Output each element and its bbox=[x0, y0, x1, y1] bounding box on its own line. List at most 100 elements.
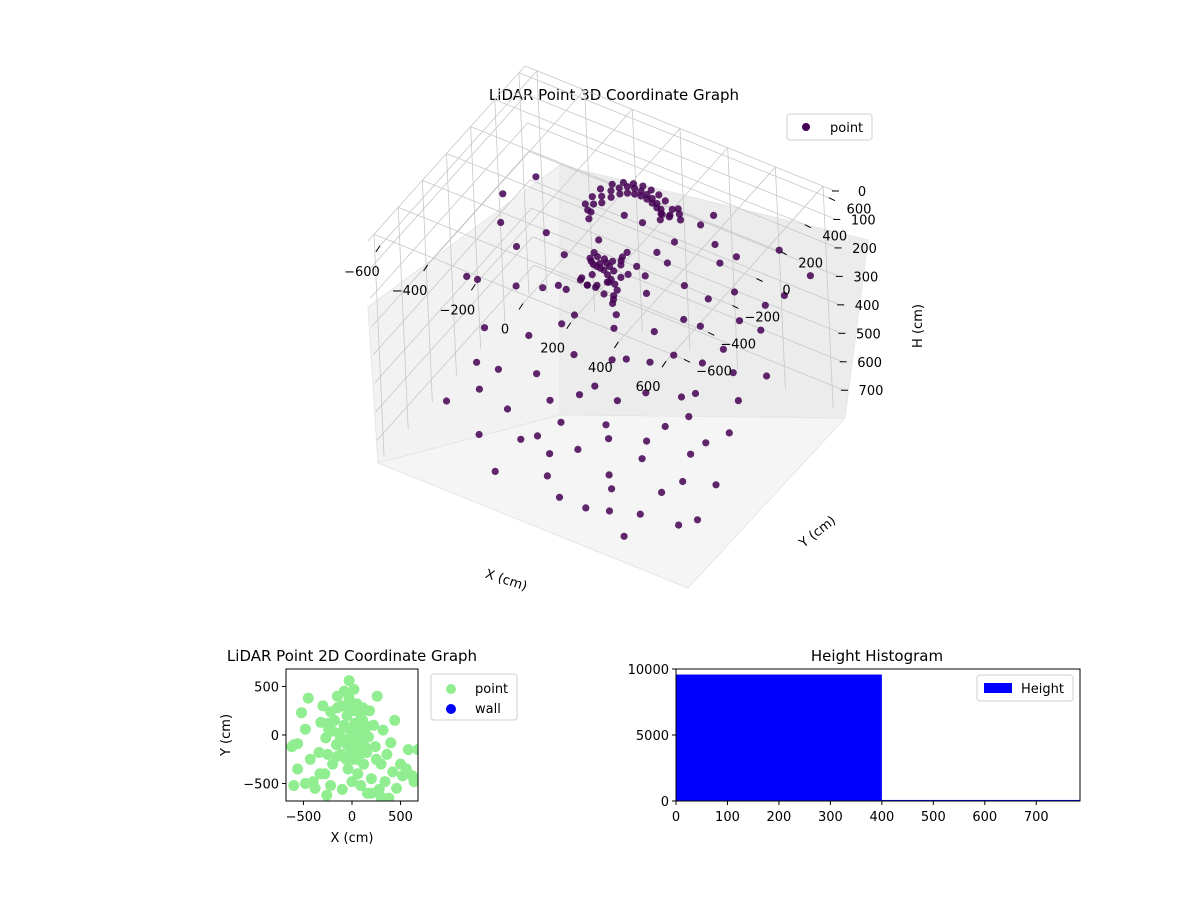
data-point-3d bbox=[473, 275, 482, 284]
data-point-3d bbox=[590, 200, 598, 208]
grid-line-x bbox=[822, 186, 834, 409]
tick-label-x-histogram: 400 bbox=[869, 810, 894, 825]
data-point-3d bbox=[658, 488, 666, 496]
grid-line-h bbox=[374, 208, 532, 384]
data-point-3d bbox=[642, 289, 651, 297]
tick-label-x-2d: −500 bbox=[286, 810, 322, 825]
data-point-3d bbox=[716, 259, 724, 267]
tick-label-x-3d: 400 bbox=[588, 361, 613, 376]
data-point-2d bbox=[367, 719, 379, 731]
data-point-3d bbox=[598, 192, 606, 200]
data-point-3d bbox=[590, 249, 598, 257]
data-point-3d bbox=[602, 421, 610, 429]
data-point-2d bbox=[408, 776, 418, 788]
tick-mark-y-3d bbox=[707, 331, 715, 336]
data-point-3d bbox=[570, 351, 578, 359]
data-point-2d bbox=[292, 763, 304, 775]
grid-line-h bbox=[527, 122, 838, 249]
data-point-3d bbox=[574, 445, 582, 453]
data-point-2d bbox=[377, 724, 389, 736]
data-point-3d bbox=[596, 259, 604, 268]
tick-label-h-3d: 400 bbox=[855, 299, 880, 314]
data-point-2d bbox=[369, 741, 381, 753]
data-point-2d bbox=[327, 725, 339, 737]
data-point-3d bbox=[616, 190, 624, 198]
grid-3d bbox=[367, 65, 845, 457]
data-point-2d bbox=[336, 783, 348, 795]
data-point-3d bbox=[676, 216, 685, 224]
data-point-2d bbox=[299, 778, 311, 789]
tick-label-h-3d: 600 bbox=[857, 356, 882, 371]
data-point-3d bbox=[675, 210, 684, 218]
data-point-3d bbox=[532, 173, 540, 181]
histogram-bar bbox=[676, 674, 882, 801]
tick-label-y-2d: 500 bbox=[254, 680, 279, 695]
data-point-2d bbox=[343, 675, 355, 687]
tick-label-x-histogram: 300 bbox=[818, 810, 843, 825]
data-point-2d bbox=[346, 732, 358, 744]
tick-label-x-2d: 0 bbox=[348, 810, 356, 825]
data-point-2d bbox=[391, 782, 403, 794]
y-axis-label-3d: Y (cm) bbox=[796, 513, 839, 551]
x-axis-label-3d: X (cm) bbox=[483, 567, 529, 595]
legend-2d: point wall bbox=[430, 673, 518, 721]
ticks-3d: −600−400−2000200400600−600−400−200020040… bbox=[344, 185, 883, 399]
data-point-3d bbox=[622, 355, 630, 363]
data-point-2d bbox=[304, 753, 316, 765]
x-axis-label-2d: X (cm) bbox=[331, 831, 374, 846]
data-point-3d bbox=[734, 397, 743, 405]
data-point-3d bbox=[608, 485, 616, 493]
data-point-3d bbox=[546, 396, 554, 404]
data-point-3d bbox=[643, 437, 651, 445]
data-point-3d bbox=[648, 199, 656, 207]
data-point-2d bbox=[299, 723, 311, 735]
pane-floor bbox=[376, 414, 847, 589]
data-point-3d bbox=[679, 477, 687, 486]
legend-marker-height bbox=[984, 683, 1012, 693]
tick-label-y-3d: 400 bbox=[822, 230, 847, 245]
data-point-3d bbox=[525, 331, 533, 340]
legend-label-point-2d: point bbox=[475, 682, 508, 697]
data-point-3d bbox=[584, 206, 592, 214]
data-point-3d bbox=[698, 359, 707, 367]
data-point-2d bbox=[288, 780, 300, 791]
data-point-2d bbox=[313, 747, 325, 758]
legend-marker-point-3d bbox=[802, 123, 810, 131]
data-point-3d bbox=[697, 221, 705, 229]
data-point-2d bbox=[322, 748, 334, 760]
legend-box-3d bbox=[786, 113, 873, 141]
data-point-3d bbox=[593, 281, 601, 289]
data-point-3d bbox=[638, 219, 647, 227]
histogram-title: Height Histogram bbox=[811, 647, 943, 665]
tick-label-y-3d: 0 bbox=[782, 284, 790, 299]
data-point-2d bbox=[348, 683, 360, 695]
legend-box-histogram bbox=[976, 674, 1074, 702]
data-point-2d bbox=[317, 700, 329, 712]
tick-label-h-3d: 500 bbox=[856, 327, 881, 342]
grid-line-x bbox=[536, 70, 548, 293]
data-point-3d bbox=[677, 393, 686, 401]
tick-label-y-3d: 600 bbox=[847, 203, 872, 218]
data-point-3d bbox=[609, 257, 617, 265]
tick-label-y-histogram: 5000 bbox=[636, 729, 669, 744]
data-point-3d bbox=[605, 471, 613, 479]
data-point-3d bbox=[494, 365, 502, 373]
chart-histogram: Height Histogram 0 100 200 300 400 500 600 7000… bbox=[628, 647, 1081, 825]
grid-line-h bbox=[372, 179, 531, 356]
data-point-3d bbox=[512, 242, 521, 251]
data-point-3d bbox=[560, 251, 568, 259]
data-point-2d bbox=[387, 766, 399, 778]
data-point-2d bbox=[361, 747, 373, 758]
data-point-3d bbox=[503, 405, 512, 413]
data-point-3d bbox=[702, 439, 710, 447]
data-point-3d bbox=[623, 189, 632, 197]
data-point-2d bbox=[375, 791, 387, 801]
data-point-3d bbox=[763, 372, 771, 380]
tick-label-x-histogram: 0 bbox=[672, 810, 680, 825]
chart-3d: LiDAR Point 3D Coordinate Graph −600 −400… bbox=[344, 65, 926, 595]
data-point-3d bbox=[578, 274, 586, 282]
data-point-3d bbox=[605, 435, 613, 443]
data-point-3d bbox=[610, 324, 618, 332]
tick-label-x-3d: −400 bbox=[392, 284, 428, 299]
